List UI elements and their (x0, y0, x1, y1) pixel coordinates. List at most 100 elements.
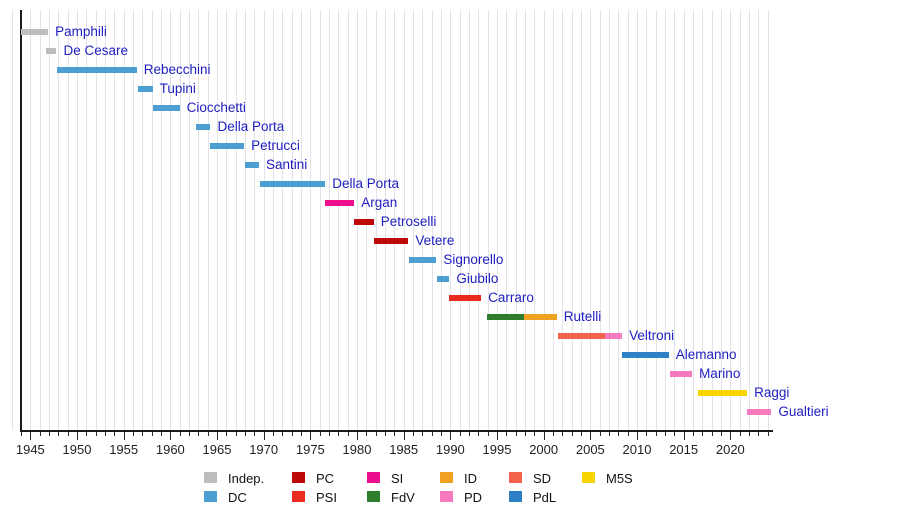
legend-label-m5s: M5S (606, 471, 633, 486)
year-gridline (160, 10, 162, 430)
major-tick (123, 432, 125, 440)
year-gridline (683, 10, 685, 430)
minor-tick (646, 432, 648, 436)
minor-tick (711, 432, 713, 436)
minor-tick (282, 432, 284, 436)
legend-label-sd: SD (533, 471, 552, 486)
major-tick (263, 432, 265, 440)
minor-tick (226, 432, 228, 436)
mayor-name-label[interactable]: Gualtieri (778, 404, 829, 419)
minor-tick (300, 432, 302, 436)
minor-tick (571, 432, 573, 436)
timeline-bar-segment (244, 162, 259, 168)
mayor-name-label[interactable]: Pamphili (55, 24, 107, 39)
timeline-bar-segment (622, 352, 669, 358)
mayor-name-label[interactable]: Petrucci (251, 138, 300, 153)
minor-tick (552, 432, 554, 436)
timeline-bar-segment (137, 86, 153, 92)
legend-swatch-pd (440, 491, 453, 502)
major-tick (683, 432, 685, 440)
year-gridline (244, 10, 246, 430)
timeline-bar-segment (524, 314, 557, 320)
legend-swatch-psi (292, 491, 305, 502)
minor-tick (758, 432, 760, 436)
minor-tick (767, 432, 769, 436)
minor-tick (142, 432, 144, 436)
mayor-name-label[interactable]: Veltroni (629, 328, 675, 343)
year-gridline (599, 10, 601, 430)
year-gridline (506, 10, 508, 430)
minor-tick (468, 432, 470, 436)
legend-label-si: SI (391, 471, 404, 486)
year-gridline (748, 10, 750, 430)
legend-swatch-id (440, 472, 453, 483)
minor-tick (599, 432, 601, 436)
year-gridline (636, 10, 638, 430)
timeline-bar-segment (437, 276, 450, 282)
plot-area: 1945 1950 1955 1960 1965 1970 1975 1980 1985 1990… (11, 10, 829, 457)
year-gridline (394, 10, 396, 430)
minor-tick (198, 432, 200, 436)
year-gridline (142, 10, 144, 430)
mayor-name-label[interactable]: Alemanno (675, 347, 737, 362)
year-gridline (440, 10, 442, 430)
timeline-bar-segment (210, 143, 245, 149)
legend-swatch-pdl (509, 491, 522, 502)
timeline-bar-segment (46, 48, 57, 54)
legend-swatch-si (367, 472, 380, 483)
year-gridline (39, 10, 41, 430)
year-gridline (198, 10, 200, 430)
minor-tick (375, 432, 377, 436)
year-gridline (11, 10, 13, 430)
legend-swatch-dc (204, 491, 217, 502)
minor-tick (524, 432, 526, 436)
year-gridline (235, 10, 237, 430)
timeline-bar-segment (195, 124, 211, 130)
mayor-name-label[interactable]: Santini (265, 157, 308, 172)
year-gridline (86, 10, 88, 430)
legend-swatch-pc (292, 472, 305, 483)
mayor-name-label[interactable]: Tupini (159, 81, 196, 96)
year-gridline (319, 10, 321, 430)
major-tick (356, 432, 358, 440)
year-gridline (58, 10, 60, 430)
year-gridline (384, 10, 386, 430)
legend-swatch-indep (204, 472, 217, 483)
mayor-name-label[interactable]: Ciocchetti (186, 100, 246, 115)
timeline-bar-segment (557, 333, 606, 339)
year-gridline (739, 10, 741, 430)
mayor-name-label[interactable]: Argan (361, 195, 398, 210)
x-tick-label: 1965 (202, 442, 232, 457)
minor-tick (431, 432, 433, 436)
year-gridline (338, 10, 340, 430)
mayor-name-label[interactable]: Rebecchini (143, 62, 211, 77)
minor-tick (748, 432, 750, 436)
mayor-name-label[interactable]: Rutelli (563, 309, 602, 324)
year-gridline (272, 10, 274, 430)
major-tick (76, 432, 78, 440)
major-tick (543, 432, 545, 440)
mayor-name-label[interactable]: Marino (699, 366, 741, 381)
major-tick (310, 432, 312, 440)
mayor-name-label[interactable]: Della Porta (332, 176, 400, 191)
x-tick-label: 2010 (622, 442, 652, 457)
mayor-name-label[interactable]: Carraro (488, 290, 534, 305)
major-tick (496, 432, 498, 440)
year-gridline (758, 10, 760, 430)
mayor-name-label[interactable]: Giubilo (456, 271, 499, 286)
mayor-name-label[interactable]: Petroselli (380, 214, 437, 229)
minor-tick (739, 432, 741, 436)
mayor-name-label[interactable]: Della Porta (217, 119, 285, 134)
x-tick-label: 2000 (529, 442, 559, 457)
year-gridline (132, 10, 134, 430)
mayor-name-label[interactable]: De Cesare (63, 43, 128, 58)
year-gridline (515, 10, 517, 430)
mayor-name-label[interactable]: Signorello (443, 252, 504, 267)
year-gridline (580, 10, 582, 430)
minor-tick (254, 432, 256, 436)
x-axis-line (20, 430, 774, 432)
year-gridline (347, 10, 349, 430)
mayor-name-label[interactable]: Vetere (415, 233, 455, 248)
mayor-name-label[interactable]: Raggi (754, 385, 790, 400)
minor-tick (160, 432, 162, 436)
